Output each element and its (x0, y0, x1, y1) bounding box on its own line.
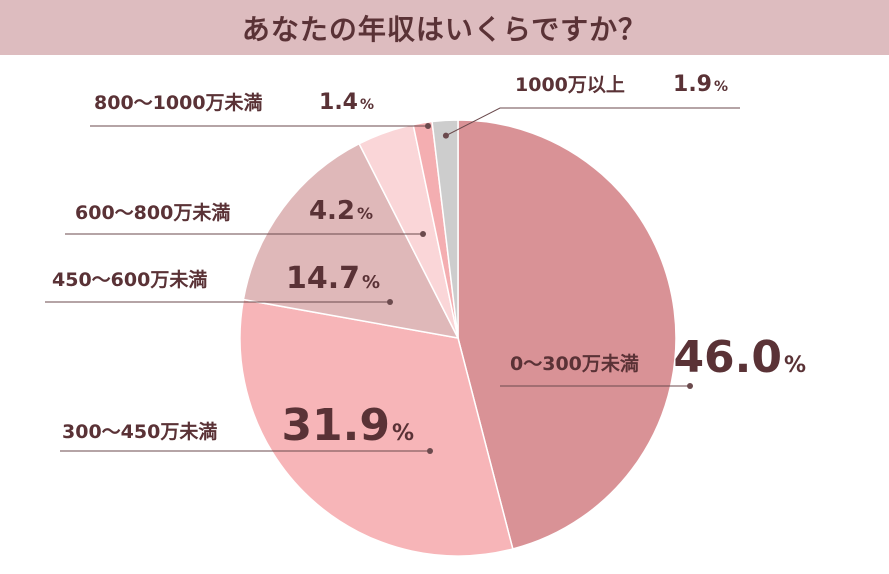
pie-slices (239, 119, 677, 557)
slice-unit-0: % (784, 353, 806, 378)
leader-dot-1 (427, 448, 433, 454)
slice-unit-5: % (714, 79, 728, 95)
slice-unit-4: % (360, 97, 374, 113)
slice-value-1: 31.9 (281, 400, 390, 451)
pie-labels: 0～300万未満 46.0 % 300～450万未満 31.9 % 450～600万未満 14… (45, 72, 806, 454)
leader-dot-4 (425, 123, 431, 129)
leader-line-5 (445, 107, 740, 137)
pie-slice-0 (457, 119, 677, 550)
title-bar: あなたの年収はいくらですか？ (0, 0, 889, 55)
slice-label-5: 1000万以上 (515, 74, 625, 96)
slice-label-2: 450～600万未満 (52, 268, 207, 291)
slice-label-0: 0～300万未満 (510, 352, 639, 375)
slice-value-4: 1.4 (319, 90, 358, 115)
slice-value-3: 4.2 (309, 196, 355, 226)
leader-dot-3 (420, 231, 426, 237)
pie-slice-1 (239, 298, 514, 557)
slice-value-0: 46.0 (673, 332, 782, 383)
slice-unit-3: % (357, 204, 373, 223)
slice-unit-1: % (392, 421, 414, 446)
chart-title: あなたの年収はいくらですか？ (241, 12, 648, 46)
leader-dot-0 (687, 383, 693, 389)
slice-label-1: 300～450万未満 (62, 420, 217, 443)
slice-label-3: 600～800万未満 (75, 201, 230, 224)
slice-value-5: 1.9 (673, 72, 712, 97)
leader-dot-5 (442, 132, 449, 139)
slice-unit-2: % (362, 272, 380, 293)
slice-label-4: 800～1000万未満 (94, 91, 263, 114)
leader-dot-2 (387, 299, 393, 305)
pie-slice-2 (242, 142, 460, 340)
slice-value-2: 14.7 (286, 261, 360, 296)
pie-slice-5 (431, 119, 459, 339)
